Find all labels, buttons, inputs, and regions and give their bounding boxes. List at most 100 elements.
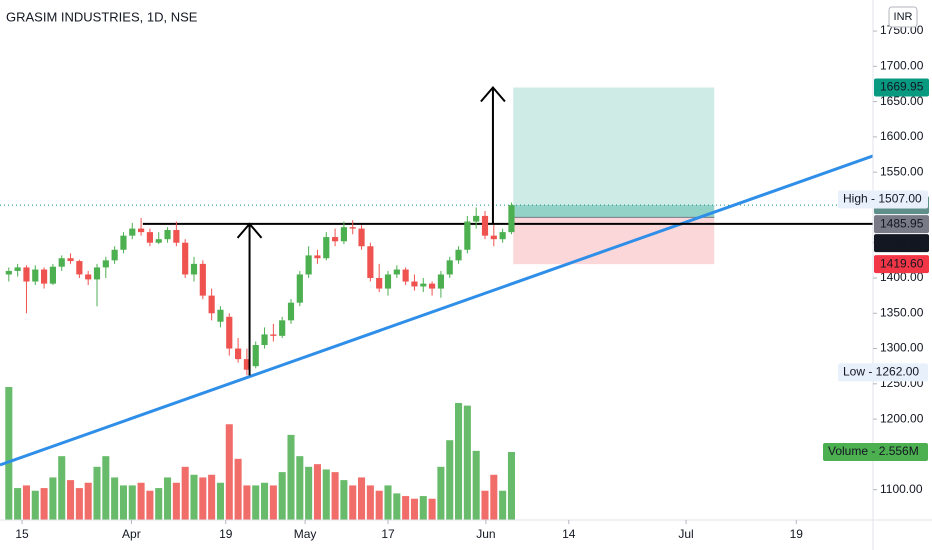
candle-body [279, 320, 286, 336]
volume-bar [164, 477, 172, 520]
volume-bar [384, 485, 392, 520]
volume-bar [252, 485, 260, 520]
candle-body [58, 258, 65, 267]
volume-bar [437, 466, 445, 520]
volume-bar [419, 496, 427, 520]
candle-body [305, 255, 312, 275]
arrow-head [236, 222, 263, 239]
candle-body [120, 235, 127, 250]
volume-bar [67, 480, 75, 520]
y-tick-label: 1100.00 [880, 482, 923, 496]
arrow [480, 85, 506, 224]
volume-bar [181, 466, 189, 520]
volume-bar [49, 477, 57, 520]
y-tick-label: 1400.00 [880, 270, 924, 284]
candle-body [340, 227, 347, 242]
volume-bar [278, 472, 286, 520]
candle-body [217, 309, 224, 322]
candle-body [349, 227, 356, 229]
x-tick-label: Jul [678, 527, 693, 541]
candle-body [384, 274, 392, 289]
candle-body [420, 283, 427, 287]
price-tag-label: 1669.95 [880, 80, 924, 94]
candle-body [85, 274, 92, 280]
y-tick-label: 1300.00 [880, 341, 924, 355]
y-tick-label: 1650.00 [880, 94, 924, 108]
candle-body [358, 228, 365, 247]
volume-bar [455, 402, 463, 520]
candle-body [508, 205, 515, 233]
x-tick-label: 19 [219, 527, 233, 541]
candle-body [464, 221, 471, 250]
volume-bar [31, 490, 39, 520]
volume-bar [93, 466, 101, 520]
y-tick-label: 1350.00 [880, 305, 924, 319]
candle-body [32, 269, 39, 282]
candle-body [287, 302, 295, 321]
volume-bar [472, 450, 480, 520]
volume-bar [119, 485, 127, 520]
volume-bar [402, 496, 410, 520]
plot-area [0, 85, 873, 520]
volume-bar [225, 424, 233, 520]
x-tick-label: 19 [790, 527, 804, 541]
currency-box[interactable] [888, 6, 918, 28]
volume-bar [14, 488, 22, 520]
stat-tag [838, 190, 928, 209]
candle-body [296, 274, 303, 303]
candle-body [146, 232, 153, 243]
price-tag [874, 215, 929, 234]
volume-bar [146, 490, 154, 520]
candle-body [235, 348, 242, 360]
candle-body [243, 359, 250, 370]
x-tick-label: Jun [476, 527, 495, 541]
arrow-head [480, 85, 506, 103]
price-tag-label: 1476.65 [880, 235, 924, 249]
y-tick-label: 1600.00 [880, 129, 924, 143]
volume-bar [507, 452, 515, 520]
volume-bar [375, 490, 383, 520]
y-tick-label: 1200.00 [880, 411, 924, 425]
volume-bar [305, 466, 313, 520]
candle-body [111, 249, 118, 261]
volume-bar [208, 474, 216, 520]
volume-bar [58, 456, 66, 520]
volume-bar [269, 485, 277, 520]
volume-bar [410, 498, 418, 520]
trendline [0, 154, 873, 467]
x-tick-label: 14 [562, 527, 576, 541]
open-profit [513, 205, 715, 218]
candle-body [490, 235, 497, 240]
x-tick-label: Apr [122, 527, 141, 541]
volume-bar [463, 405, 471, 520]
candle-body [481, 215, 489, 236]
candle-body [455, 249, 462, 261]
candle-body [208, 295, 215, 314]
volume-bar [446, 440, 454, 520]
candle-body [323, 237, 330, 259]
volume-bar [216, 482, 224, 520]
volume-tag-label: Volume - 2.556M [828, 444, 919, 458]
candle-body [411, 281, 418, 287]
volume-bar [313, 464, 321, 520]
stat-tag-label: High - 1507.00 [843, 192, 922, 206]
candle-body [252, 345, 259, 367]
volume-bar [296, 456, 304, 520]
volume-bar [111, 477, 119, 520]
price-tag [874, 78, 929, 97]
volume-bar [331, 472, 339, 520]
y-tick-label: 1550.00 [880, 164, 924, 178]
candle-body [173, 230, 180, 243]
candle-body [182, 242, 189, 275]
candle-body [226, 316, 233, 349]
volume-bar [75, 488, 83, 520]
candle-body [437, 274, 444, 289]
volume-tag [823, 443, 928, 462]
volume-bar [234, 458, 242, 520]
chart-title: GRASIM INDUSTRIES, 1D, NSE [6, 9, 198, 24]
x-tick-label: 15 [15, 527, 29, 541]
stat-tag-label: Low - 1262.00 [843, 365, 919, 379]
volume-bar [155, 488, 163, 520]
volume-bar [393, 493, 401, 520]
volume-bar [128, 485, 136, 520]
